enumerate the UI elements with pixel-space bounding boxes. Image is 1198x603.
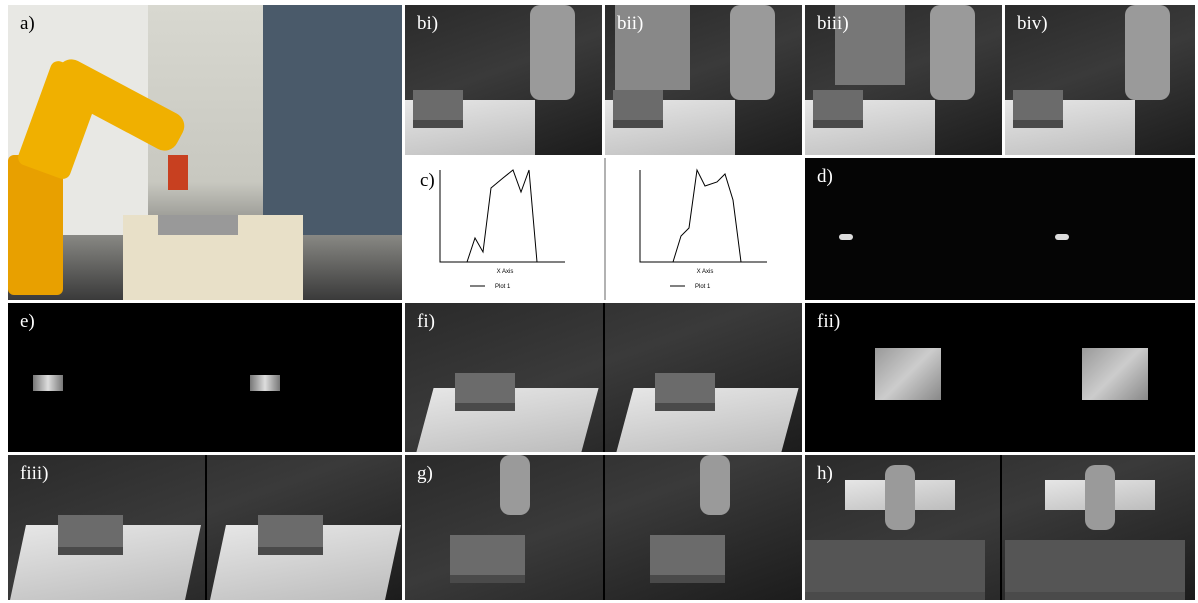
panel-biii: biii): [805, 5, 1002, 155]
panel-fii: fii): [805, 303, 1195, 452]
panel-label: d): [817, 166, 833, 188]
panel-label: fiii): [20, 463, 49, 485]
legend-entry: Plot 1: [695, 284, 711, 290]
panel-label: e): [20, 311, 35, 333]
panel-e: e): [8, 303, 402, 452]
panel-a: a): [8, 5, 402, 300]
panel-fi: fi): [405, 303, 802, 452]
panel-label: bii): [617, 13, 643, 35]
legend-entry: Plot 1: [495, 284, 511, 290]
panel-label: g): [417, 463, 433, 485]
panel-label: bi): [417, 13, 438, 35]
panel-label: fi): [417, 311, 435, 333]
panel-c: X Axis Plot 1 X Axis Plot 1 c): [405, 158, 802, 300]
plots: X Axis Plot 1 X Axis Plot 1: [405, 158, 802, 300]
panel-bii: bii): [605, 5, 802, 155]
figure: a) bi) bii) biii) biv): [0, 0, 1198, 603]
panel-label: h): [817, 463, 833, 485]
panel-d: d): [805, 158, 1195, 300]
panel-fiii: fiii): [8, 455, 402, 600]
panel-label: biv): [1017, 13, 1048, 35]
x-axis-label: X Axis: [497, 269, 514, 275]
panel-label: biii): [817, 13, 849, 35]
panel-biv: biv): [1005, 5, 1195, 155]
panel-label: c): [420, 170, 435, 192]
panel-bi: bi): [405, 5, 602, 155]
panel-h: h): [805, 455, 1195, 600]
panel-label: a): [20, 13, 35, 35]
x-axis-label: X Axis: [697, 269, 714, 275]
panel-label: fii): [817, 311, 840, 333]
panel-g: g): [405, 455, 802, 600]
